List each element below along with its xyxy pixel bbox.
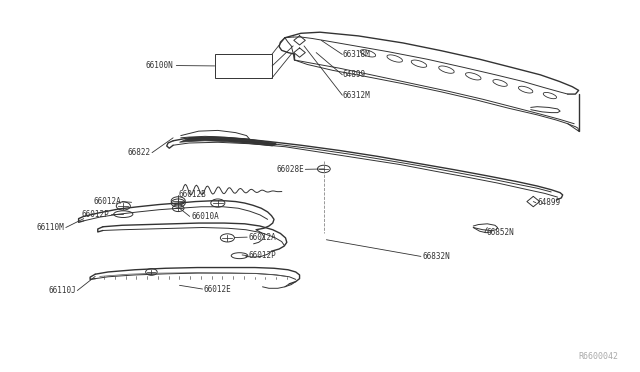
Text: 66110J: 66110J — [48, 286, 76, 295]
Polygon shape — [179, 137, 276, 146]
Text: 64899: 64899 — [537, 198, 560, 207]
Text: 66110M: 66110M — [37, 223, 65, 232]
Text: 66012E: 66012E — [204, 285, 232, 294]
Text: 66832N: 66832N — [422, 252, 450, 261]
Text: R6600042: R6600042 — [579, 352, 619, 361]
Text: 66012A: 66012A — [248, 232, 276, 242]
Text: 66012B: 66012B — [178, 190, 206, 199]
Text: 66012A: 66012A — [93, 197, 121, 206]
Text: 64899: 64899 — [342, 70, 365, 79]
Text: 66012P: 66012P — [248, 251, 276, 260]
Bar — [214, 54, 272, 78]
Text: 66312M: 66312M — [342, 91, 370, 100]
Text: 66010A: 66010A — [191, 212, 219, 221]
Text: 66028E: 66028E — [276, 165, 304, 174]
Text: 66012P: 66012P — [81, 210, 109, 219]
Text: 66852N: 66852N — [486, 228, 514, 237]
Text: 66100N: 66100N — [145, 61, 173, 70]
Text: 66318M: 66318M — [342, 50, 370, 59]
Text: 66822: 66822 — [127, 148, 151, 157]
